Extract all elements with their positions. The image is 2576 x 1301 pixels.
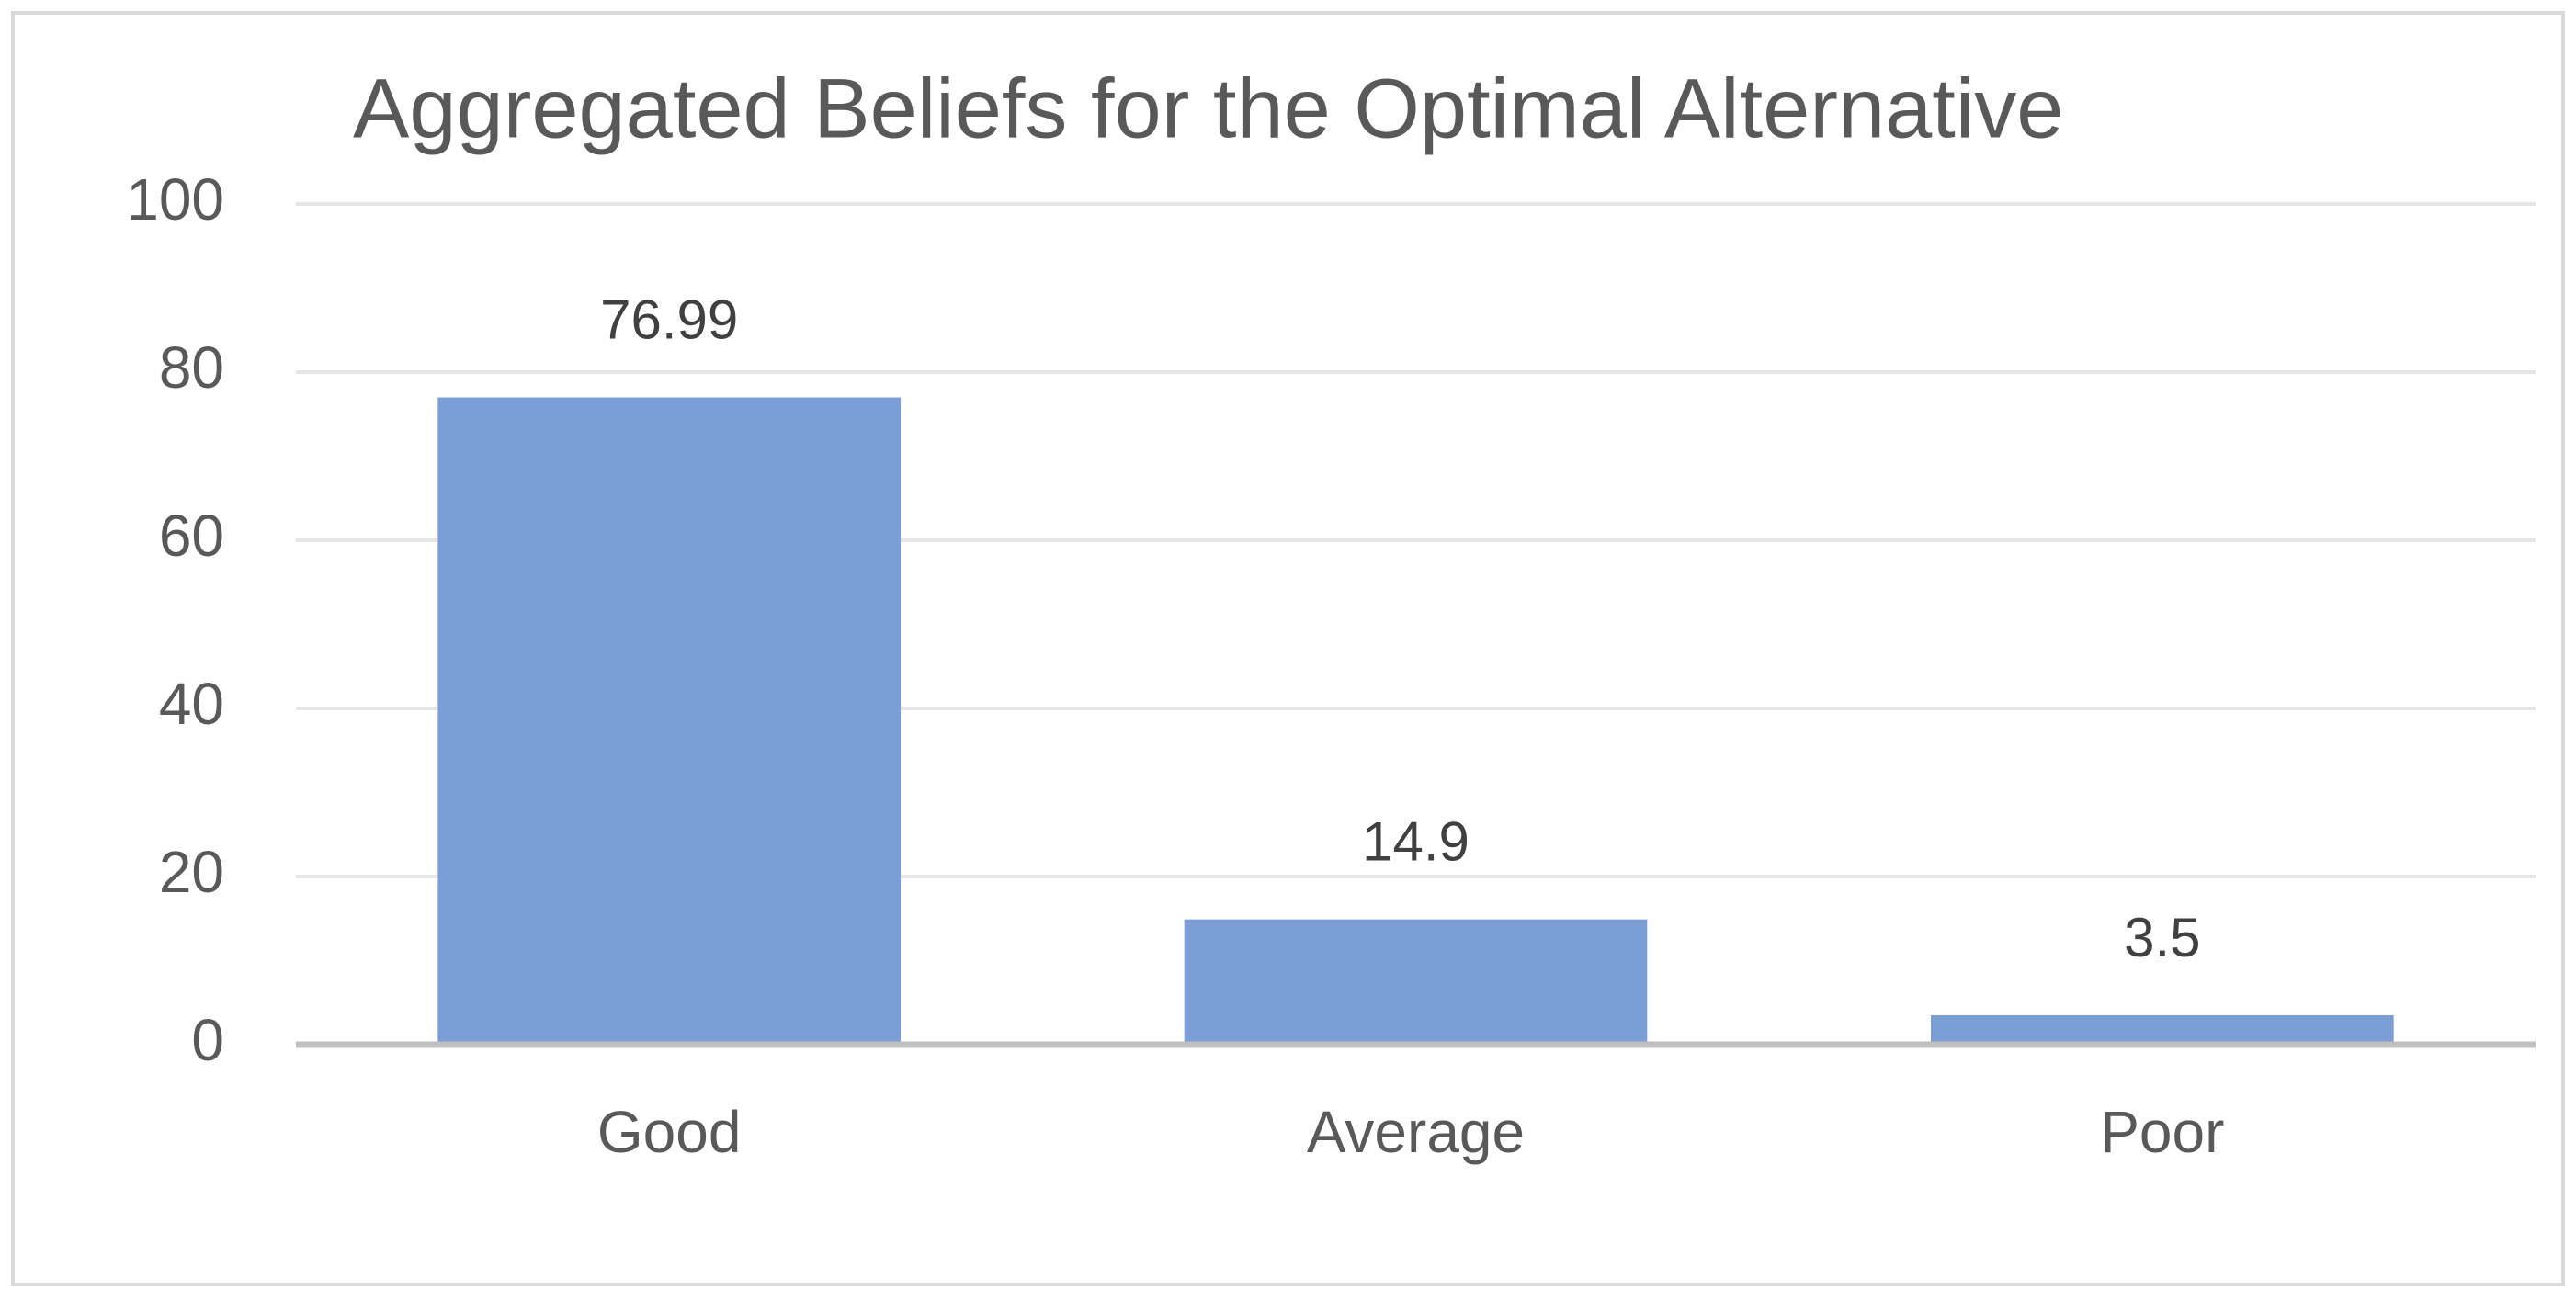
data-label: 14.9 <box>1362 811 1470 873</box>
data-label: 3.5 <box>2124 907 2200 968</box>
bar <box>1931 1014 2394 1045</box>
x-tick-label: Poor <box>2100 1099 2224 1165</box>
x-tick-label: Average <box>1307 1099 1525 1165</box>
y-tick-label: 100 <box>126 166 224 232</box>
y-tick-label: 80 <box>159 334 224 401</box>
y-tick-label: 0 <box>191 1007 224 1073</box>
bar <box>1184 919 1648 1045</box>
chart-title: Aggregated Beliefs for the Optimal Alter… <box>353 62 2063 155</box>
x-tick-label: Good <box>597 1099 742 1165</box>
data-label: 76.99 <box>600 288 738 350</box>
bar <box>437 397 901 1045</box>
y-tick-label: 60 <box>159 503 224 569</box>
y-tick-label: 40 <box>159 671 224 737</box>
y-tick-label: 20 <box>159 839 224 905</box>
